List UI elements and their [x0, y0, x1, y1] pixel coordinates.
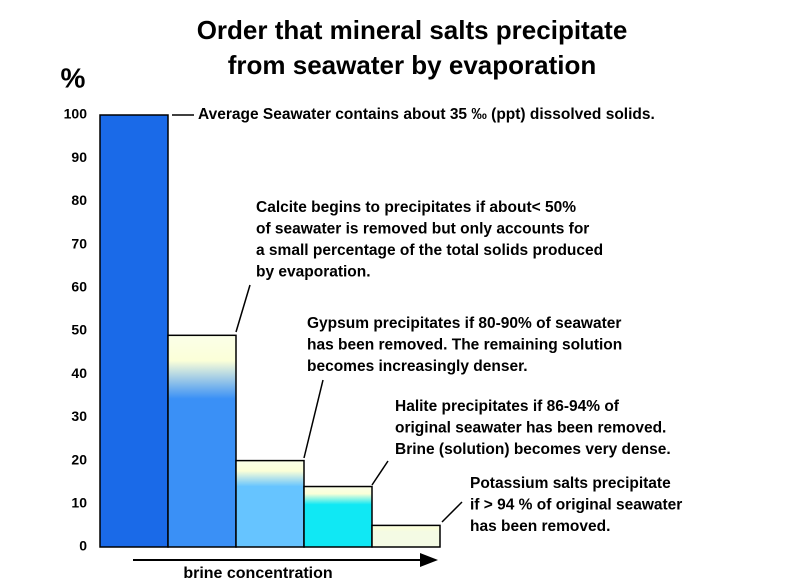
annotation: original seawater has been removed. — [395, 420, 666, 437]
y-tick-label: 90 — [71, 149, 87, 165]
y-tick-label: 50 — [71, 322, 87, 338]
x-axis-arrowhead — [420, 553, 438, 567]
y-tick-label: 80 — [71, 192, 87, 208]
chart-title: from seawater by evaporation — [228, 50, 596, 80]
bar — [167, 334, 237, 548]
annotation-leader — [303, 379, 324, 459]
bar — [99, 114, 169, 548]
annotation: Halite precipitates if 86-94% of — [395, 398, 620, 415]
annotation: Gypsum precipitates if 80-90% of seawate… — [307, 315, 621, 332]
y-axis-label: % — [61, 62, 86, 93]
annotation: by evaporation. — [256, 264, 371, 281]
annotation: Average Seawater contains about 35 ‰ (pp… — [198, 106, 655, 123]
bar — [371, 524, 441, 548]
y-tick-label: 70 — [71, 235, 87, 251]
annotation: Brine (solution) becomes very dense. — [395, 441, 671, 458]
x-axis-label: brine concentration — [183, 565, 332, 582]
annotation: becomes increasingly denser. — [307, 358, 528, 375]
bar — [303, 485, 373, 548]
chart-title: Order that mineral salts precipitate — [197, 15, 628, 45]
y-tick-label: 40 — [71, 365, 87, 381]
annotation: Potassium salts precipitate — [470, 475, 671, 492]
annotation: has been removed. — [470, 518, 610, 535]
annotation-leader — [441, 501, 463, 523]
y-tick-label: 20 — [71, 451, 87, 467]
annotation: a small percentage of the total solids p… — [256, 242, 603, 259]
annotation: of seawater is removed but only accounts… — [256, 221, 589, 238]
bar — [235, 459, 305, 548]
y-tick-label: 30 — [71, 408, 87, 424]
annotation: Calcite begins to precipitates if about<… — [256, 199, 576, 216]
annotation: has been removed. The remaining solution — [307, 337, 622, 354]
y-tick-label: 0 — [79, 538, 87, 554]
y-tick-label: 60 — [71, 279, 87, 295]
annotation-leader — [371, 460, 389, 486]
y-tick-label: 100 — [64, 106, 88, 122]
annotation-leader — [235, 284, 251, 333]
y-tick-label: 10 — [71, 495, 87, 511]
annotation: if > 94 % of original seawater — [470, 497, 682, 514]
